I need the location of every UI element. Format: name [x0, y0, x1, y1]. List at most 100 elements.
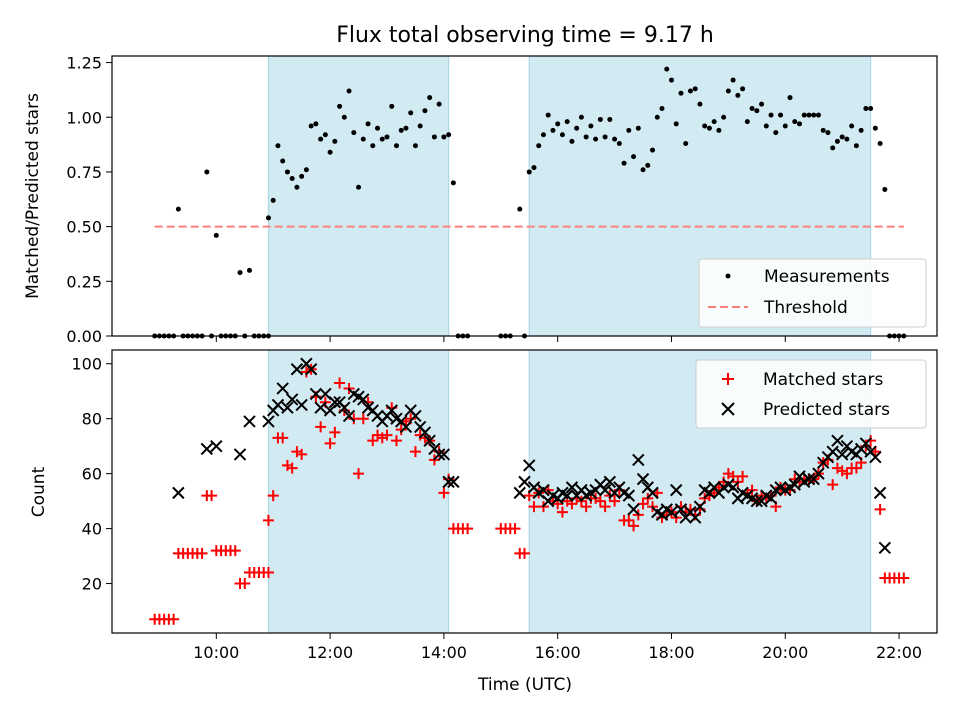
measurements-point-96 [635, 125, 641, 131]
ratio-observing-window-0 [268, 56, 449, 336]
measurements-point-88 [597, 116, 603, 122]
measurements-point-100 [654, 114, 660, 120]
measurements-point-121 [754, 108, 760, 114]
predicted-stars-legend-label: Predicted stars [763, 400, 890, 420]
matched-stars-point-138 [827, 479, 839, 491]
predicted-stars-point-8 [276, 382, 289, 395]
measurements-point-129 [792, 119, 798, 125]
measurements-point-94 [626, 127, 632, 133]
measurements-point-34 [308, 123, 314, 129]
predicted-stars-point-34 [399, 420, 413, 434]
matched-stars-point-148 [874, 503, 886, 515]
predicted-stars-point-111 [826, 445, 839, 458]
measurements-point-98 [645, 162, 651, 168]
measurements-point-89 [602, 134, 608, 140]
ratio-y-tick-label-3: 0.75 [66, 163, 102, 182]
measurements-point-107 [687, 88, 693, 94]
measurements-point-77 [545, 112, 551, 118]
x-tick-label-6: 22:00 [876, 643, 922, 662]
measurements-point-108 [692, 86, 698, 92]
predicted-stars-point-22 [342, 409, 356, 423]
measurements-point-87 [593, 136, 599, 142]
matched-stars-point-96 [628, 520, 640, 532]
measurements-point-103 [668, 77, 674, 83]
predicted-stars-point-71 [636, 472, 650, 486]
measurements-point-137 [830, 145, 836, 151]
matched-stars-point-119 [737, 470, 749, 482]
predicted-stars-point-43 [442, 475, 455, 489]
matched-stars-point-89 [594, 495, 606, 507]
predicted-stars-point-77 [665, 505, 678, 519]
measurements-point-116 [730, 77, 736, 83]
matched-stars-point-19 [239, 578, 251, 590]
ratio-y-tick-label-4: 1.00 [66, 108, 102, 127]
ratio-legend: Measurements Threshold [698, 258, 927, 328]
predicted-stars-point-63 [598, 483, 612, 497]
measurements-point-101 [659, 106, 665, 111]
measurements-point-20 [247, 267, 252, 273]
measurements-point-56 [412, 143, 418, 149]
measurements-point-44 [356, 184, 362, 190]
measurements-point-49 [379, 136, 385, 142]
measurements-point-57 [417, 123, 423, 129]
predicted-stars-point-10 [285, 393, 299, 406]
matched-stars-legend-label: Matched stars [763, 370, 883, 390]
predicted-stars-point-19 [328, 395, 342, 409]
measurements-point-71 [517, 206, 523, 212]
measurements-point-41 [341, 114, 347, 120]
measurements-point-48 [375, 125, 381, 131]
matched-stars-point-47 [367, 435, 379, 447]
measurements-point-92 [616, 141, 622, 146]
ratio-y-tick-label-2: 0.50 [66, 218, 102, 237]
predicted-stars-point-55 [560, 489, 574, 502]
matched-stars-point-32 [296, 448, 308, 460]
matched-stars-point-44 [353, 468, 365, 480]
count-observing-window-0 [268, 350, 449, 633]
predicted-stars-point-56 [565, 481, 579, 494]
predicted-stars-point-31 [385, 404, 398, 417]
predicted-stars-point-103 [788, 478, 801, 491]
predicted-stars-point-7 [271, 398, 285, 412]
measurements-point-131 [801, 112, 807, 118]
predicted-stars-point-2 [210, 439, 223, 453]
matched-stars-point-73 [519, 547, 530, 559]
x-tick-label-4: 18:00 [648, 643, 694, 662]
matched-stars-point-71 [509, 523, 521, 535]
measurements-point-90 [607, 116, 613, 122]
predicted-stars-point-98 [764, 492, 778, 505]
measurements-point-51 [389, 103, 395, 109]
threshold-legend-label: Threshold [763, 298, 848, 318]
measurements-point-132 [806, 112, 812, 118]
measurements-point-134 [815, 112, 821, 118]
measurements-point-47 [370, 143, 376, 149]
matched-stars-point-53 [395, 424, 407, 436]
predicted-stars-point-90 [726, 481, 740, 494]
measurements-point-5 [175, 206, 181, 212]
count-y-axis-label: Count [29, 466, 49, 517]
measurements-point-60 [431, 134, 437, 140]
predicted-stars-point-108 [812, 467, 825, 480]
predicted-stars-point-14 [304, 363, 318, 376]
measurements-point-120 [749, 106, 755, 111]
predicted-stars-point-73 [646, 486, 659, 500]
count-y-tick-label-4: 100 [71, 355, 102, 374]
measurements-point-112 [711, 119, 717, 125]
measurements-point-81 [564, 119, 570, 125]
measurements-point-85 [583, 134, 589, 140]
predicted-stars-point-50 [537, 483, 550, 497]
matched-stars-point-115 [718, 476, 730, 488]
measurements-point-55 [408, 110, 414, 116]
measurements-point-105 [678, 90, 684, 96]
matched-stars-point-43 [348, 413, 360, 425]
x-axis-label: Time (UTC) [477, 675, 572, 695]
predicted-stars-point-12 [295, 398, 308, 412]
measurements-point-37 [322, 132, 328, 138]
measurements-point-53 [398, 127, 404, 133]
x-tick-label-2: 14:00 [421, 643, 467, 662]
measurements-point-141 [849, 123, 855, 129]
count-y-tick-label-3: 80 [82, 410, 102, 429]
x-tick-label-5: 20:00 [762, 643, 808, 662]
matched-stars-point-40 [334, 377, 346, 389]
x-tick-label-1: 12:00 [307, 643, 353, 662]
measurements-point-130 [797, 121, 802, 127]
